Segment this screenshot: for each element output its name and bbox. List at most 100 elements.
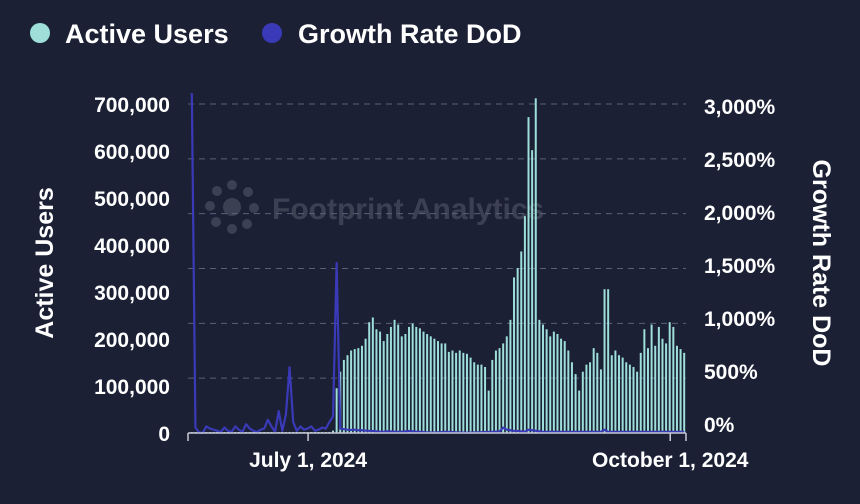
bar-active-users bbox=[357, 348, 360, 433]
footprint-logo-icon bbox=[205, 180, 259, 234]
bar-active-users bbox=[581, 371, 584, 433]
bar-active-users bbox=[480, 364, 483, 433]
bar-active-users bbox=[603, 289, 606, 433]
bar-active-users bbox=[491, 359, 494, 433]
bar-active-users bbox=[596, 352, 599, 433]
bar-active-users bbox=[386, 334, 389, 433]
watermark: Footprint Analytics bbox=[205, 180, 544, 234]
bar-active-users bbox=[516, 268, 519, 433]
y-left-tick-label: 0 bbox=[158, 423, 170, 446]
watermark-text: Footprint Analytics bbox=[272, 193, 544, 226]
bar-active-users bbox=[632, 367, 635, 433]
bar-active-users bbox=[643, 329, 646, 433]
bar-active-users bbox=[683, 352, 686, 433]
bar-active-users bbox=[342, 359, 345, 433]
bar-active-users bbox=[614, 350, 617, 433]
bar-active-users bbox=[332, 430, 335, 433]
bar-active-users bbox=[523, 216, 526, 433]
bar-active-users bbox=[364, 338, 367, 433]
legend-marker-growth-rate bbox=[262, 23, 282, 43]
bar-active-users bbox=[560, 338, 563, 433]
y-left-axis-title: Active Users bbox=[31, 187, 59, 338]
y-axis-left: 0 100,000 200,000 300,000 400,000 500,00… bbox=[31, 94, 170, 446]
y-left-tick-label: 700,000 bbox=[94, 94, 170, 117]
bar-active-users bbox=[494, 350, 497, 433]
bar-active-users bbox=[429, 336, 432, 433]
bar-active-users bbox=[549, 336, 552, 433]
y-left-tick-label: 100,000 bbox=[94, 376, 170, 399]
bar-active-users bbox=[469, 357, 472, 433]
bar-active-users bbox=[458, 350, 461, 433]
y-left-tick-label: 400,000 bbox=[94, 235, 170, 258]
legend-item-growth-rate[interactable]: Growth Rate DoD bbox=[262, 19, 522, 49]
bar-active-users bbox=[418, 328, 421, 433]
bar-active-users bbox=[534, 98, 537, 434]
bar-active-users bbox=[476, 364, 479, 433]
bar-active-users bbox=[513, 277, 516, 433]
bar-active-users bbox=[397, 324, 400, 433]
y-right-tick-label: 1,000% bbox=[704, 308, 776, 331]
bar-active-users bbox=[400, 336, 403, 433]
bars-active-users bbox=[190, 98, 686, 434]
bar-active-users bbox=[382, 341, 385, 433]
legend-item-active-users[interactable]: Active Users bbox=[30, 19, 229, 49]
y-right-tick-label: 500% bbox=[704, 361, 758, 384]
bar-active-users bbox=[505, 336, 508, 433]
bar-active-users bbox=[563, 341, 566, 433]
legend-label-growth-rate: Growth Rate DoD bbox=[298, 19, 522, 49]
bar-active-users bbox=[335, 388, 338, 433]
legend: Active Users Growth Rate DoD bbox=[30, 19, 522, 49]
bar-active-users bbox=[350, 350, 353, 433]
bar-active-users bbox=[426, 334, 429, 433]
bar-active-users bbox=[502, 343, 505, 433]
bar-active-users bbox=[661, 338, 664, 433]
bar-active-users bbox=[487, 390, 490, 433]
y-right-tick-label: 3,000% bbox=[704, 96, 776, 119]
bar-active-users bbox=[444, 343, 447, 433]
bar-active-users bbox=[462, 352, 465, 433]
bar-active-users bbox=[465, 353, 468, 433]
bar-active-users bbox=[585, 364, 588, 433]
bar-active-users bbox=[592, 348, 595, 433]
y-left-tick-label: 200,000 bbox=[94, 329, 170, 352]
bar-active-users bbox=[538, 319, 541, 433]
bar-active-users bbox=[654, 345, 657, 433]
legend-label-active-users: Active Users bbox=[65, 19, 229, 49]
legend-marker-active-users bbox=[30, 23, 50, 43]
bar-active-users bbox=[484, 367, 487, 433]
bar-active-users bbox=[498, 348, 501, 433]
x-tick-label: October 1, 2024 bbox=[592, 449, 749, 472]
bar-active-users bbox=[455, 352, 458, 433]
y-right-tick-label: 2,500% bbox=[704, 149, 776, 172]
bar-active-users bbox=[599, 369, 602, 433]
y-left-tick-label: 600,000 bbox=[94, 141, 170, 164]
bar-active-users bbox=[665, 343, 668, 433]
bar-active-users bbox=[415, 326, 418, 433]
y-left-tick-label: 500,000 bbox=[94, 188, 170, 211]
y-right-axis-title: Growth Rate DoD bbox=[807, 160, 835, 367]
gridlines bbox=[188, 103, 686, 379]
y-left-tick-label: 300,000 bbox=[94, 282, 170, 305]
bar-active-users bbox=[437, 341, 439, 433]
bar-active-users bbox=[371, 317, 374, 433]
bar-active-users bbox=[578, 390, 581, 433]
y-right-tick-label: 1,500% bbox=[704, 255, 776, 278]
bar-active-users bbox=[672, 326, 675, 433]
bar-active-users bbox=[618, 355, 621, 433]
bar-active-users bbox=[668, 322, 671, 433]
bar-active-users bbox=[570, 362, 573, 433]
bar-active-users bbox=[393, 319, 396, 433]
bar-active-users bbox=[404, 334, 407, 433]
bar-active-users bbox=[610, 355, 613, 433]
bar-active-users bbox=[411, 323, 414, 433]
x-axis: July 1, 2024 October 1, 2024 bbox=[187, 432, 749, 472]
y-right-tick-label: 2,000% bbox=[704, 202, 776, 225]
bar-active-users bbox=[574, 374, 577, 433]
bar-active-users bbox=[541, 324, 544, 433]
bar-active-users bbox=[379, 331, 382, 433]
bar-active-users bbox=[621, 357, 624, 433]
bar-active-users bbox=[433, 338, 436, 433]
bar-active-users bbox=[451, 350, 454, 433]
